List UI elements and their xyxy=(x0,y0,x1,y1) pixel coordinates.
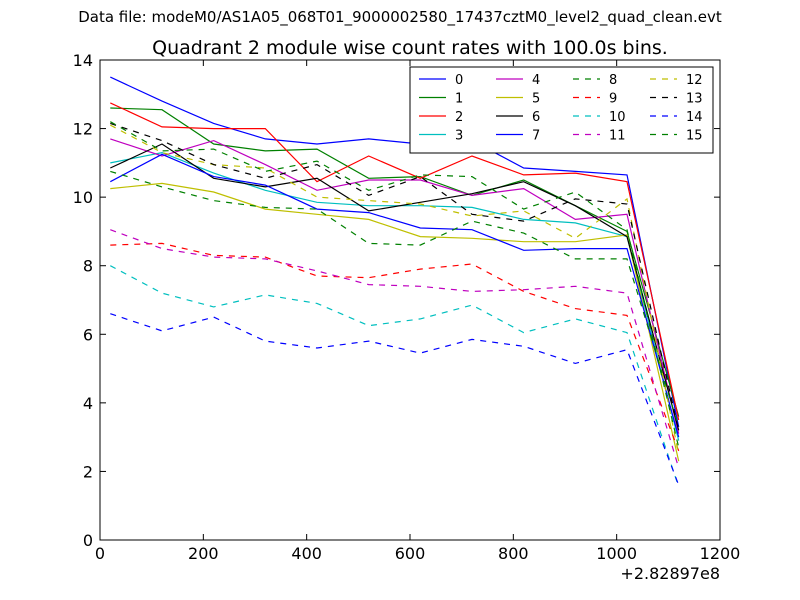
x-tick-label: 0 xyxy=(95,544,105,563)
legend-label-2: 2 xyxy=(455,110,463,125)
series-line-1 xyxy=(110,107,680,417)
series-line-4 xyxy=(110,138,680,434)
series-line-2 xyxy=(110,102,680,421)
series-line-3 xyxy=(110,151,680,441)
legend-label-13: 13 xyxy=(686,92,703,107)
legend-label-4: 4 xyxy=(532,73,540,88)
x-tick-label: 400 xyxy=(291,544,322,563)
y-tick-label: 4 xyxy=(83,394,93,413)
x-axis-offset-label: +2.82897e8 xyxy=(620,564,720,583)
series-line-12 xyxy=(110,124,680,455)
y-tick-label: 12 xyxy=(73,120,93,139)
legend-label-7: 7 xyxy=(532,129,540,144)
series-line-0 xyxy=(110,76,680,428)
series-line-15 xyxy=(110,121,680,448)
x-tick-label: 200 xyxy=(188,544,219,563)
legend-label-3: 3 xyxy=(455,129,463,144)
legend-label-15: 15 xyxy=(686,129,703,144)
x-tick-label: 1000 xyxy=(596,544,637,563)
legend-label-1: 1 xyxy=(455,92,463,107)
series-layer xyxy=(110,76,680,488)
series-line-6 xyxy=(110,143,680,431)
y-tick-label: 2 xyxy=(83,462,93,481)
legend-label-9: 9 xyxy=(609,92,617,107)
legend-label-10: 10 xyxy=(609,110,626,125)
series-line-11 xyxy=(110,229,680,469)
y-tick-label: 6 xyxy=(83,325,93,344)
series-line-7 xyxy=(110,153,680,438)
legend-label-5: 5 xyxy=(532,92,540,107)
y-tick-label: 0 xyxy=(83,531,93,550)
figure-suptitle: Data file: modeM0/AS1A05_068T01_90000025… xyxy=(78,8,722,26)
y-tick-label: 8 xyxy=(83,257,93,276)
legend-label-8: 8 xyxy=(609,73,617,88)
x-tick-label: 800 xyxy=(498,544,529,563)
series-line-13 xyxy=(110,122,680,431)
x-tick-label: 1200 xyxy=(700,544,741,563)
y-tick-label: 14 xyxy=(73,51,93,70)
legend-label-0: 0 xyxy=(455,73,463,88)
legend-label-14: 14 xyxy=(686,110,703,125)
legend-box xyxy=(409,66,714,154)
x-tick-label: 600 xyxy=(395,544,426,563)
series-line-8 xyxy=(110,170,680,428)
series-line-9 xyxy=(110,242,680,452)
series-line-5 xyxy=(110,182,680,462)
legend-label-6: 6 xyxy=(532,110,540,125)
y-tick-label: 10 xyxy=(73,188,93,207)
legend-label-11: 11 xyxy=(609,129,626,144)
legend-label-12: 12 xyxy=(686,73,703,88)
series-line-10 xyxy=(110,265,680,488)
series-line-14 xyxy=(110,313,680,486)
chart-title: Quadrant 2 module wise count rates with … xyxy=(152,37,668,59)
